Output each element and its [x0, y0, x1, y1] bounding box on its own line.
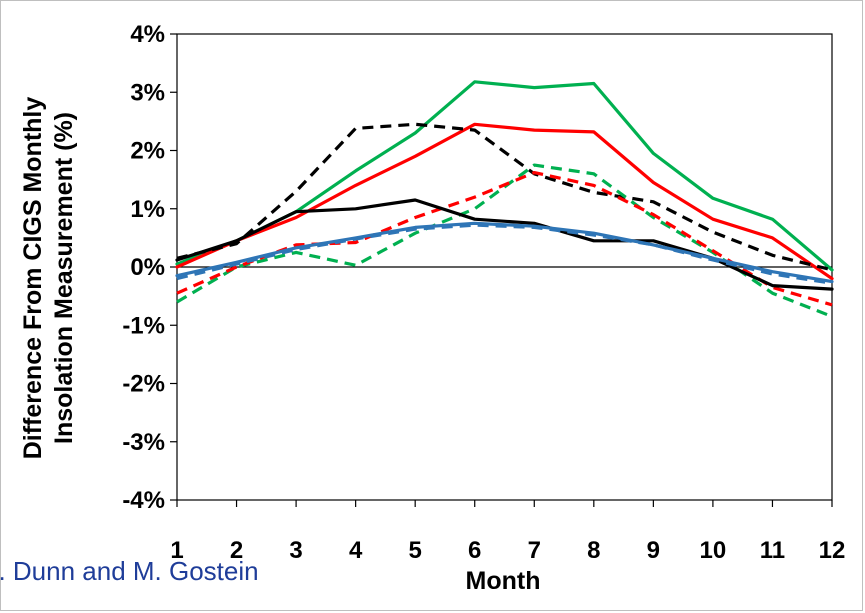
series-line-3 — [176, 122, 833, 272]
series-line-8 — [175, 221, 834, 284]
y-tick-label: 2% — [130, 138, 165, 165]
y-tick-label: 1% — [130, 196, 165, 223]
x-tick-label: 2 — [230, 537, 243, 564]
y-tick-label: -3% — [122, 429, 165, 456]
series-group — [175, 80, 834, 318]
y-axis-ticks: -4% -3% -2% -1% 0% 1% 2% 3% 4% — [122, 21, 177, 514]
x-tick-label: 11 — [760, 537, 785, 564]
x-tick-label: 4 — [349, 537, 363, 564]
x-tick-label: 1 — [170, 537, 183, 564]
y-axis-label-line-2: Insolation Measurement (%) — [50, 112, 78, 444]
y-tick-label: -2% — [122, 371, 165, 398]
x-tick-label: 3 — [289, 537, 302, 564]
x-tick-label: 7 — [528, 537, 541, 564]
series-line-2 — [175, 122, 834, 281]
x-tick-label: 12 — [819, 537, 846, 564]
y-tick-label: -4% — [122, 487, 165, 514]
credit-text: ... Dunn and M. Gostein — [0, 556, 259, 586]
y-tick-label: -1% — [122, 312, 165, 339]
y-tick-label: 3% — [130, 79, 165, 106]
x-tick-label: 6 — [468, 537, 481, 564]
y-tick-label: 4% — [130, 21, 165, 48]
x-axis-label: Month — [466, 567, 541, 595]
series-line-6 — [175, 198, 834, 291]
x-tick-label: 10 — [700, 537, 727, 564]
x-tick-label: 5 — [409, 537, 422, 564]
x-tick-label: 8 — [587, 537, 600, 564]
y-tick-label: 0% — [130, 254, 165, 281]
x-axis-ticks: 1 2 3 4 5 6 7 8 9 10 11 12 — [170, 500, 845, 564]
y-axis-label-line-1: Difference From CIGS Monthly — [19, 97, 47, 460]
x-tick-label: 9 — [647, 537, 660, 564]
